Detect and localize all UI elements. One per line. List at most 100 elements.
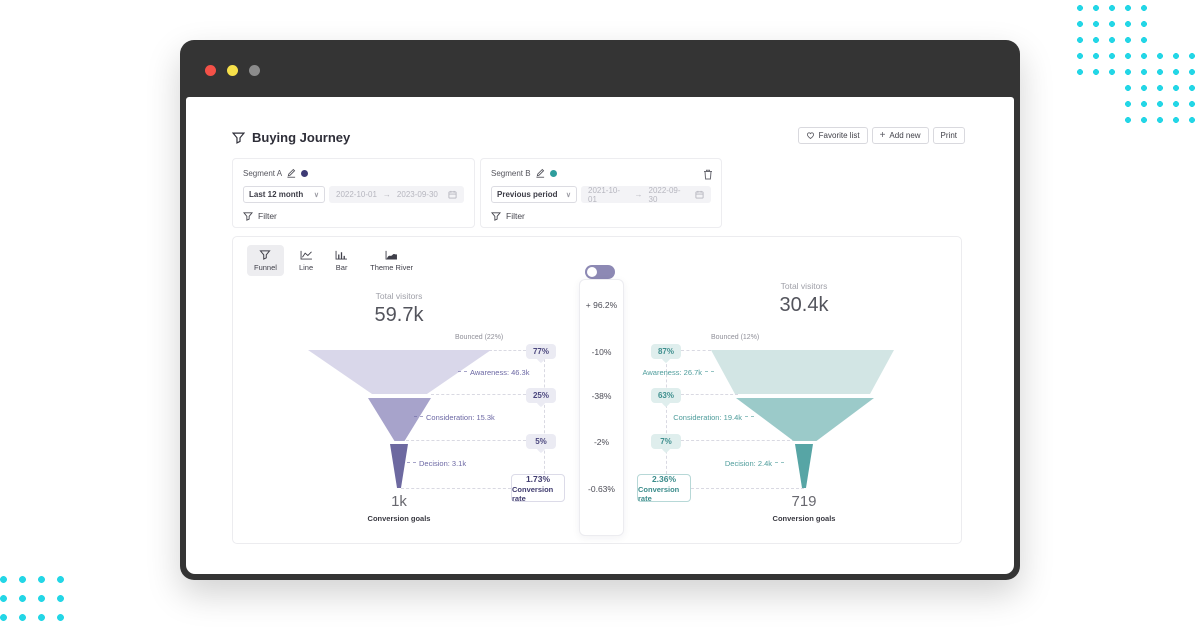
segment-a-card: Segment A Last 12 month ∨ 2022-10-01 → 2… [232, 158, 475, 228]
right-connector-row1 [681, 350, 711, 351]
comparison-panel: + 96.2% -10% -38% -2% -0.63% [579, 279, 624, 536]
segment-a-date-range[interactable]: 2022-10-01 → 2023-09-30 [329, 186, 464, 203]
favorite-list-button[interactable]: Favorite list [797, 127, 868, 144]
page-title-text: Buying Journey [252, 130, 351, 145]
chevron-down-icon: ∨ [313, 191, 319, 199]
funnel-chart-icon [259, 250, 272, 260]
left-goals-value: 1k [391, 493, 407, 510]
favorite-list-label: Favorite list [818, 131, 860, 140]
tab-theme-river-label: Theme River [370, 263, 414, 272]
edit-pencil-icon[interactable] [536, 168, 545, 178]
segment-b-filter-button[interactable]: Filter [491, 211, 711, 221]
toggle-knob [587, 267, 597, 277]
right-conversion-rate-label: Conversion rate [638, 484, 680, 503]
segment-a-filter-label: Filter [258, 211, 277, 221]
right-bounced-label: Bounced (12%) [711, 334, 760, 341]
right-conversion-goals: 719 Conversion goals [744, 493, 864, 523]
left-conversion-goals: 1k Conversion goals [339, 493, 459, 523]
minimize-window-button[interactable] [227, 65, 238, 76]
window-content: Buying Journey Favorite list + Add new P… [186, 97, 1014, 574]
arrow-right-icon: → [634, 190, 643, 199]
left-connector-vline [544, 359, 545, 474]
comparison-stage2-delta: -38% [591, 391, 612, 401]
segment-b-filter-label: Filter [506, 211, 525, 221]
trash-icon [703, 169, 713, 180]
left-connector-row1 [489, 350, 526, 351]
left-connector-row3 [406, 440, 526, 441]
comparison-conversion-delta: -0.63% [588, 484, 615, 494]
page-title: Buying Journey [232, 130, 350, 145]
tab-line-label: Line [298, 263, 314, 272]
calendar-icon [695, 190, 704, 199]
decor-dots-bottom-left [0, 570, 72, 630]
close-window-button[interactable] [205, 65, 216, 76]
segment-b-date-end: 2022-09-30 [648, 185, 681, 204]
segment-b-color-dot [549, 169, 557, 177]
right-decision-label: Decision: 2.4k [725, 459, 784, 468]
segment-b-date-range[interactable]: 2021-10-01 → 2022-09-30 [581, 185, 711, 204]
tab-bar[interactable]: Bar [328, 245, 355, 276]
chevron-down-icon: ∨ [565, 191, 571, 199]
tab-funnel-label: Funnel [254, 263, 277, 272]
left-total-label: Total visitors [375, 291, 423, 301]
segment-b-name: Segment B [491, 168, 531, 178]
left-total-value: 59.7k [374, 304, 424, 326]
right-goals-label: Conversion goals [772, 514, 836, 523]
comparison-toggle[interactable] [585, 265, 615, 279]
right-connector-conv [691, 488, 804, 489]
segment-b-period-value: Previous period [497, 190, 558, 199]
right-total-label: Total visitors [780, 281, 828, 291]
segment-a-period-value: Last 12 month [249, 190, 304, 199]
right-goals-value: 719 [791, 493, 817, 510]
segment-a-filter-button[interactable]: Filter [243, 211, 464, 221]
segment-b-date-start: 2021-10-01 [588, 185, 621, 204]
segments-row: Segment A Last 12 month ∨ 2022-10-01 → 2… [232, 158, 722, 228]
tab-bar-label: Bar [335, 263, 348, 272]
decor-dots-top-right-2 [1120, 48, 1200, 128]
right-funnel-awareness-segment [711, 350, 894, 394]
header-actions: Favorite list + Add new Print [797, 127, 965, 144]
right-awareness-pct-badge: 87% [651, 344, 681, 359]
left-consideration-pct-badge: 25% [526, 388, 556, 403]
left-conversion-rate-value: 1.73% [525, 473, 551, 484]
edit-pencil-icon[interactable] [287, 168, 296, 178]
right-consideration-pct-badge: 63% [651, 388, 681, 403]
left-connector-conv [401, 488, 511, 489]
tab-line[interactable]: Line [292, 245, 320, 276]
segment-a-name: Segment A [243, 168, 283, 178]
left-conversion-rate-box: 1.73% Conversion rate [511, 473, 565, 503]
right-funnel-decision-segment [795, 444, 813, 488]
left-goals-label: Conversion goals [367, 514, 431, 523]
theme-river-icon [385, 250, 398, 260]
left-connector-row2 [431, 394, 526, 395]
right-consideration-label: Consideration: 19.4k [673, 413, 754, 422]
comparison-stage3-delta: -2% [593, 437, 610, 447]
delete-segment-button[interactable] [703, 167, 713, 185]
comparison-total-delta: + 96.2% [585, 300, 618, 310]
right-connector-row3 [681, 440, 795, 441]
add-new-button[interactable]: + Add new [871, 127, 929, 144]
right-awareness-label: Awareness: 26.7k [643, 368, 714, 377]
segment-b-header: Segment B [491, 168, 711, 178]
print-label: Print [940, 131, 957, 140]
left-consideration-label: Consideration: 15.3k [414, 413, 495, 422]
segment-a-controls: Last 12 month ∨ 2022-10-01 → 2023-09-30 [243, 186, 464, 203]
right-decision-pct-badge: 7% [651, 434, 681, 449]
print-button[interactable]: Print [932, 127, 965, 144]
left-awareness-pct-badge: 77% [526, 344, 556, 359]
chart-type-tabs: Funnel Line Bar [247, 245, 420, 276]
heart-icon [806, 131, 815, 140]
tab-theme-river[interactable]: Theme River [363, 245, 420, 276]
left-conversion-rate-label: Conversion rate [512, 484, 554, 503]
left-awareness-label: Awareness: 46.3k [458, 368, 529, 377]
segment-a-period-select[interactable]: Last 12 month ∨ [243, 186, 325, 203]
segment-a-date-start: 2022-10-01 [336, 190, 377, 199]
calendar-icon [448, 190, 457, 199]
segment-b-period-select[interactable]: Previous period ∨ [491, 186, 577, 203]
right-connector-vline [666, 359, 667, 474]
bar-chart-icon [335, 250, 348, 260]
zoom-window-button[interactable] [249, 65, 260, 76]
tab-funnel[interactable]: Funnel [247, 245, 284, 276]
right-conversion-rate-value: 2.36% [651, 473, 677, 484]
browser-window: Buying Journey Favorite list + Add new P… [180, 40, 1020, 580]
